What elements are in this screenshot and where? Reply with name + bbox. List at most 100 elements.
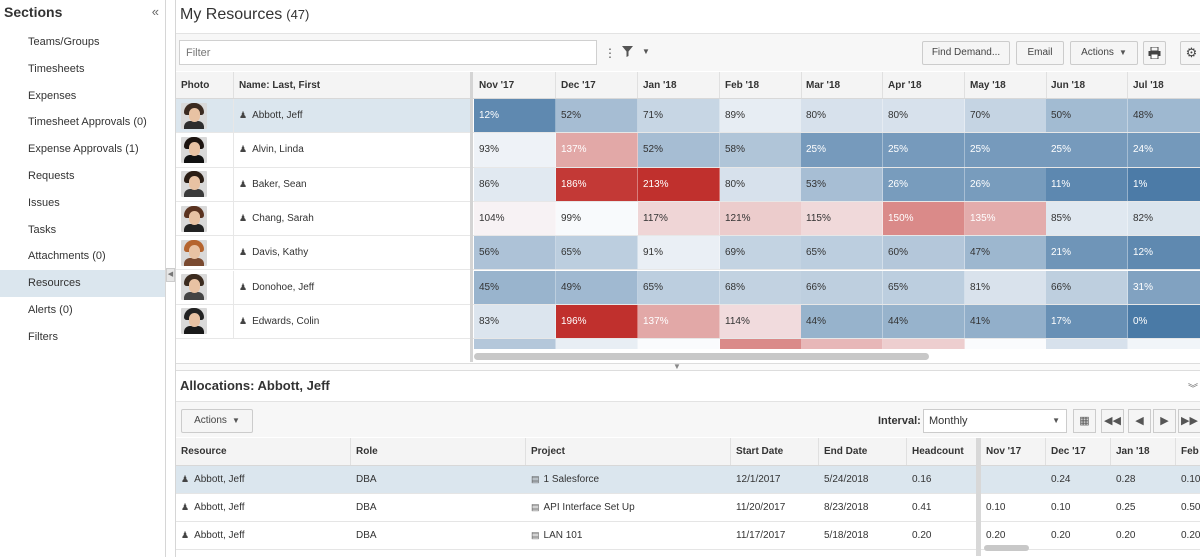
- utilization-cell[interactable]: 24%: [1128, 133, 1200, 167]
- utilization-cell[interactable]: 121%: [720, 201, 802, 236]
- avatar[interactable]: [181, 171, 207, 198]
- allocations-actions-button[interactable]: Actions ▼: [181, 409, 253, 433]
- utilization-cell[interactable]: 48%: [1128, 99, 1200, 133]
- utilization-cell[interactable]: 80%: [883, 99, 965, 133]
- sidebar-item-resources[interactable]: Resources: [0, 270, 165, 297]
- filter-input[interactable]: [179, 40, 597, 65]
- utilization-cell[interactable]: 66%: [1046, 270, 1128, 304]
- panel-splitter[interactable]: ▼: [176, 362, 1200, 371]
- calendar-button[interactable]: ▦: [1073, 409, 1096, 433]
- allocation-month-value[interactable]: 0.20: [1116, 530, 1136, 541]
- utilization-cell[interactable]: 68%: [720, 270, 802, 304]
- allocation-month-value[interactable]: 0.50: [1181, 502, 1200, 513]
- filter-dropdown-icon[interactable]: ▼: [642, 47, 650, 56]
- utilization-cell[interactable]: 65%: [801, 236, 883, 270]
- utilization-cell[interactable]: 137%: [638, 304, 720, 339]
- utilization-cell[interactable]: 58%: [720, 133, 802, 167]
- allocation-month-value[interactable]: 0.24: [1051, 474, 1071, 485]
- utilization-cell[interactable]: 135%: [965, 201, 1047, 236]
- utilization-cell[interactable]: 71%: [638, 99, 720, 133]
- utilization-cell[interactable]: 25%: [1046, 133, 1128, 167]
- column-header-month[interactable]: Jun '18: [1046, 72, 1128, 98]
- utilization-cell[interactable]: 89%: [720, 99, 802, 133]
- utilization-cell[interactable]: 53%: [801, 167, 883, 201]
- utilization-cell[interactable]: 104%: [474, 201, 556, 236]
- resource-row[interactable]: ♟ Donohoe, Jeff 45% 49% 65% 68% 66% 65% 81% 66% 31…: [176, 270, 1200, 305]
- column-header-month[interactable]: Nov '17: [981, 438, 1046, 465]
- sidebar-item-alerts[interactable]: Alerts (0): [28, 303, 73, 316]
- allocation-row[interactable]: ♟ Abbott, Jeff DBA ▤ 1 Salesforce 12/1/2017 5/…: [176, 466, 1200, 494]
- utilization-cell[interactable]: 12%: [474, 99, 556, 133]
- column-header-start[interactable]: Start Date: [731, 438, 819, 465]
- utilization-cell[interactable]: 70%: [965, 99, 1047, 133]
- sidebar-item-attachments[interactable]: Attachments (0): [28, 250, 106, 263]
- avatar[interactable]: [181, 102, 207, 129]
- avatar[interactable]: [181, 136, 207, 163]
- utilization-cell[interactable]: 50%: [1046, 99, 1128, 133]
- utilization-cell[interactable]: 150%: [883, 201, 965, 236]
- sidebar-resize-handle[interactable]: ◀: [166, 268, 175, 282]
- filter-funnel-icon[interactable]: [622, 46, 633, 60]
- utilization-cell[interactable]: 26%: [965, 167, 1047, 201]
- utilization-cell[interactable]: 83%: [474, 304, 556, 339]
- utilization-cell[interactable]: 80%: [801, 99, 883, 133]
- utilization-cell[interactable]: 99%: [556, 201, 638, 236]
- resource-row[interactable]: ♟ Chang, Sarah 104% 99% 117% 121% 115% 150% 135%…: [176, 201, 1200, 237]
- column-header-month[interactable]: Dec '17: [556, 72, 638, 98]
- sidebar-item-expense-approvals[interactable]: Expense Approvals (1): [28, 143, 139, 156]
- allocation-row[interactable]: ♟ Abbott, Jeff DBA ▤ LAN 101 11/17/2017 5/18/2…: [176, 522, 1200, 550]
- utilization-cell[interactable]: 1%: [1128, 167, 1200, 201]
- resource-row[interactable]: ♟ Abbott, Jeff 12% 52% 71% 89% 80% 80% 70% 50% 48%: [176, 99, 1200, 134]
- collapse-panel-icon[interactable]: ︾: [1188, 384, 1198, 395]
- column-header-month[interactable]: Feb: [1176, 438, 1200, 465]
- column-header-role[interactable]: Role: [351, 438, 526, 465]
- first-page-button[interactable]: ◀◀: [1101, 409, 1124, 433]
- column-header-month[interactable]: Apr '18: [883, 72, 965, 98]
- utilization-cell[interactable]: 115%: [801, 201, 883, 236]
- allocation-month-value[interactable]: 0.20: [986, 530, 1006, 541]
- utilization-cell[interactable]: 86%: [474, 167, 556, 201]
- horizontal-scrollbar[interactable]: [474, 353, 929, 360]
- allocation-month-value[interactable]: 0.10: [1181, 474, 1200, 485]
- resource-name-cell[interactable]: ♟ Abbott, Jeff: [234, 99, 471, 132]
- column-header-resource[interactable]: Resource: [176, 438, 351, 465]
- utilization-cell[interactable]: 60%: [883, 236, 965, 270]
- grid-column-splitter[interactable]: [470, 72, 473, 362]
- utilization-cell[interactable]: 49%: [556, 270, 638, 304]
- interval-select[interactable]: Monthly ▼: [923, 409, 1067, 433]
- avatar[interactable]: [181, 205, 207, 232]
- utilization-cell[interactable]: 65%: [556, 236, 638, 270]
- utilization-cell[interactable]: 213%: [638, 167, 720, 201]
- avatar[interactable]: [181, 239, 207, 266]
- sidebar-item-timesheet-approvals[interactable]: Timesheet Approvals (0): [28, 116, 147, 129]
- utilization-cell[interactable]: 44%: [801, 304, 883, 339]
- column-header-end[interactable]: End Date: [819, 438, 907, 465]
- column-header-photo[interactable]: Photo: [176, 72, 234, 98]
- allocations-column-splitter[interactable]: [976, 438, 981, 556]
- resource-row[interactable]: ♟ Davis, Kathy 56% 65% 91% 69% 65% 60% 47% 21% 12%: [176, 236, 1200, 271]
- utilization-cell[interactable]: 80%: [720, 167, 802, 201]
- utilization-cell[interactable]: 52%: [556, 99, 638, 133]
- sidebar-item-requests[interactable]: Requests: [28, 169, 75, 182]
- previous-button[interactable]: ◀: [1128, 409, 1151, 433]
- allocation-project[interactable]: API Interface Set Up: [543, 502, 635, 513]
- print-button[interactable]: [1143, 41, 1166, 65]
- allocation-month-value[interactable]: 0.10: [986, 502, 1006, 513]
- utilization-cell[interactable]: 44%: [883, 304, 965, 339]
- sidebar-item-tasks[interactable]: Tasks: [28, 223, 57, 236]
- next-button[interactable]: ▶: [1153, 409, 1176, 433]
- utilization-cell[interactable]: 82%: [1128, 201, 1200, 236]
- resource-name-cell[interactable]: ♟ Edwards, Colin: [234, 305, 471, 338]
- column-header-month[interactable]: Mar '18: [801, 72, 883, 98]
- resource-row[interactable]: ♟ Alvin, Linda 93% 137% 52% 58% 25% 25% 25% 25% 24…: [176, 133, 1200, 168]
- utilization-cell[interactable]: 196%: [556, 304, 638, 339]
- utilization-cell[interactable]: 56%: [474, 236, 556, 270]
- collapse-sidebar-icon[interactable]: «: [151, 4, 159, 19]
- utilization-cell[interactable]: 25%: [883, 133, 965, 167]
- column-header-month[interactable]: Dec '17: [1046, 438, 1111, 465]
- column-header-month[interactable]: Jan '18: [638, 72, 720, 98]
- allocation-month-value[interactable]: 0.20: [1051, 530, 1071, 541]
- utilization-cell[interactable]: 66%: [801, 270, 883, 304]
- actions-button[interactable]: Actions ▼: [1070, 41, 1138, 65]
- resource-name-cell[interactable]: ♟ Chang, Sarah: [234, 202, 471, 235]
